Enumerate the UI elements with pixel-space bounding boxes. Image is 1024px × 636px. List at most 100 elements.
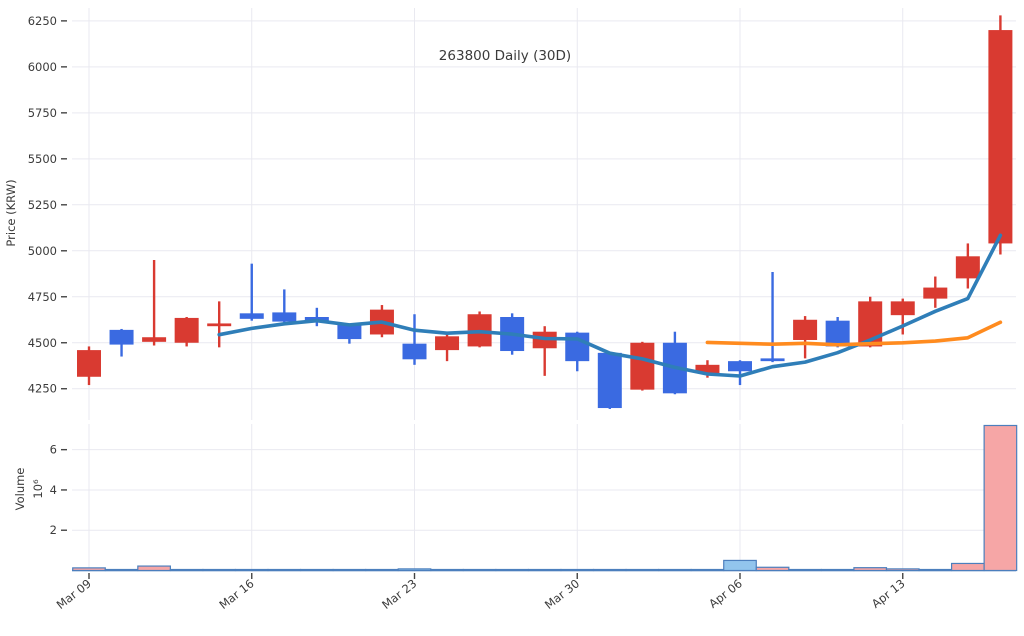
candle (597, 351, 622, 409)
candle-body (142, 337, 167, 342)
candle (793, 316, 818, 359)
candle (923, 276, 948, 308)
chart-title: 263800 Daily (30D) (439, 48, 571, 64)
price-axis-label: Price (KRW) (4, 179, 18, 246)
candle (467, 311, 492, 348)
candle-body (174, 317, 199, 343)
volume-axis-label: Volume (13, 468, 27, 511)
x-tick-label: Mar 23 (379, 576, 419, 612)
candle (77, 346, 101, 386)
candle (174, 317, 199, 347)
candle-body (402, 343, 427, 360)
axis-ticks (61, 20, 904, 579)
volume-bar (625, 568, 660, 572)
candle-body (923, 287, 948, 299)
volume-bar (137, 565, 171, 572)
candle (207, 301, 232, 348)
price-tick-label: 6250 (28, 14, 57, 28)
gridlines (72, 8, 1016, 572)
x-tick-label: Apr 06 (706, 576, 745, 611)
candle (109, 328, 134, 357)
volume-bar (690, 568, 725, 572)
candle (825, 317, 850, 348)
candle-body (565, 332, 590, 362)
ma5-line (217, 233, 1003, 378)
volume-tick-label: 4 (50, 483, 57, 497)
candle-body (760, 358, 785, 362)
volume-bar (397, 568, 432, 572)
price-tick-label: 4500 (28, 336, 57, 350)
candle-body (955, 256, 980, 279)
candle (532, 326, 557, 376)
volume-bar (430, 568, 464, 572)
volume-bar (299, 568, 334, 572)
x-tick-label: Apr 13 (869, 576, 908, 611)
volume-scale-label: 10⁶ (31, 479, 45, 499)
price-tick-label: 4250 (28, 382, 57, 396)
volume-tick-label: 6 (50, 443, 57, 457)
volume-bar (755, 566, 790, 572)
volume-bar (788, 568, 822, 572)
price-tick-label: 5500 (28, 152, 57, 166)
candle (435, 331, 460, 362)
candle-body (77, 350, 101, 377)
volume-bar (853, 567, 888, 572)
price-tick-label: 5250 (28, 198, 57, 212)
volume-bar (202, 568, 237, 572)
volume-bar (592, 568, 627, 572)
volume-bar (658, 568, 692, 572)
candle-body (728, 361, 752, 372)
volume-bars (72, 424, 1018, 572)
volume-bar (527, 568, 562, 572)
candle (337, 323, 362, 344)
volume-bar (918, 568, 953, 572)
candle (630, 341, 655, 391)
volume-bar (820, 568, 855, 572)
volume-bar (950, 562, 985, 572)
candle-body (207, 323, 232, 327)
candle (402, 314, 427, 365)
volume-bar (72, 567, 106, 572)
candle-body (272, 312, 297, 322)
candle-body (109, 329, 134, 345)
x-tick-label: Mar 16 (216, 576, 256, 612)
candle (728, 360, 752, 386)
ma20-line (705, 320, 1003, 347)
volume-bar (495, 568, 530, 572)
volume-bar (169, 568, 204, 572)
candle-body (435, 336, 460, 351)
candle (988, 15, 1013, 255)
candle-body (597, 352, 622, 409)
volume-bar (332, 568, 367, 572)
volume-tick-label: 2 (50, 523, 57, 537)
candle-body (793, 319, 818, 340)
volume-bar (104, 568, 139, 572)
candle-body (630, 342, 655, 390)
candle (142, 259, 167, 346)
candle (890, 298, 915, 335)
volume-bar (885, 568, 920, 572)
volume-bar (462, 568, 497, 572)
candle (239, 263, 264, 321)
candle (760, 271, 785, 363)
price-tick-label: 6000 (28, 60, 57, 74)
price-tick-label: 5750 (28, 106, 57, 120)
candle-body (239, 313, 264, 319)
volume-bar (983, 424, 1018, 572)
volume-bar (234, 568, 269, 572)
candle (272, 289, 297, 323)
candle-body (825, 320, 850, 347)
price-tick-label: 5000 (28, 244, 57, 258)
candle-body (890, 301, 915, 316)
volume-bar (365, 568, 399, 572)
candle-body (695, 364, 720, 374)
price-tick-label: 4750 (28, 290, 57, 304)
volume-bar (560, 568, 595, 572)
x-tick-label: Mar 09 (54, 576, 94, 612)
candle (955, 243, 980, 289)
volume-bar (723, 559, 757, 572)
axis-labels: 6250 6000 5750 5500 5250 5000 4750 4500 4250 2 4 6 M… (28, 14, 908, 612)
candle (662, 331, 687, 395)
